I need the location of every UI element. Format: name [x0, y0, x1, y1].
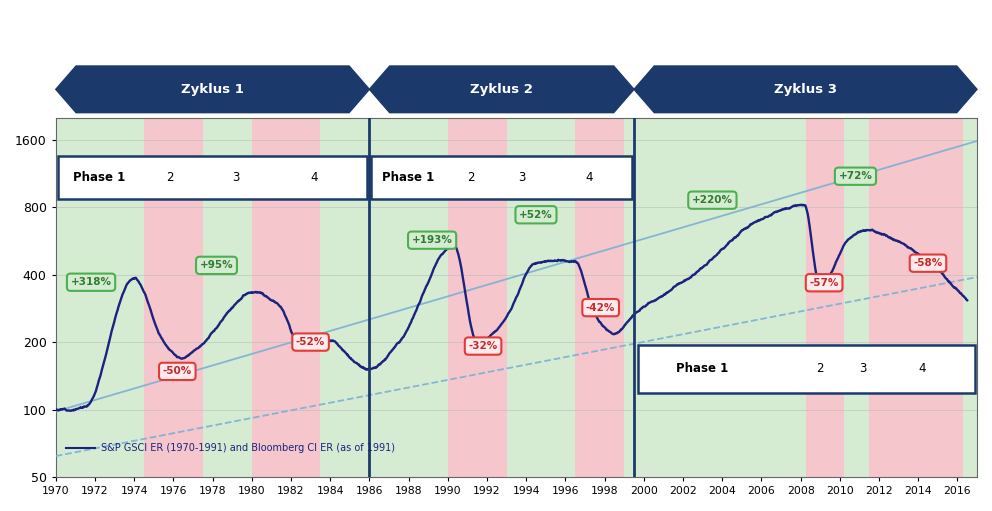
Bar: [575, 118, 624, 477]
Text: +72%: +72%: [838, 171, 872, 181]
Bar: [447, 118, 507, 477]
Text: +220%: +220%: [691, 195, 733, 205]
Text: -52%: -52%: [296, 337, 325, 347]
Text: 4: 4: [919, 362, 926, 376]
Text: +52%: +52%: [519, 210, 553, 220]
Text: Phase 1: Phase 1: [383, 171, 434, 184]
Text: Phase 1: Phase 1: [677, 362, 729, 376]
Text: 2: 2: [166, 171, 174, 184]
Bar: [252, 118, 320, 477]
Text: Phase 1: Phase 1: [72, 171, 125, 184]
Polygon shape: [369, 66, 634, 112]
Text: 3: 3: [860, 362, 867, 376]
Polygon shape: [634, 66, 977, 112]
Bar: [371, 156, 632, 199]
Text: -57%: -57%: [809, 278, 839, 288]
Text: 3: 3: [519, 171, 526, 184]
Text: 4: 4: [310, 171, 318, 184]
Text: Zyklus 3: Zyklus 3: [774, 83, 837, 96]
Text: -50%: -50%: [163, 366, 191, 377]
Bar: [144, 118, 202, 477]
Bar: [638, 344, 975, 393]
Text: +193%: +193%: [412, 235, 452, 245]
Polygon shape: [56, 66, 369, 112]
Bar: [869, 118, 963, 477]
Bar: [806, 118, 844, 477]
Text: -58%: -58%: [914, 258, 942, 268]
Text: Zyklus 2: Zyklus 2: [470, 83, 533, 96]
Text: 4: 4: [585, 171, 592, 184]
Text: +95%: +95%: [199, 261, 233, 270]
Text: 2: 2: [467, 171, 475, 184]
Text: -32%: -32%: [468, 341, 498, 351]
Text: Zyklus 1: Zyklus 1: [182, 83, 244, 96]
Text: -42%: -42%: [586, 303, 615, 313]
Text: 2: 2: [816, 362, 824, 376]
Text: S&P GSCI ER (1970-1991) and Bloomberg CI ER (as of 1991): S&P GSCI ER (1970-1991) and Bloomberg CI…: [101, 444, 395, 453]
Bar: [58, 156, 367, 199]
Text: 3: 3: [232, 171, 240, 184]
Text: +318%: +318%: [70, 277, 111, 287]
